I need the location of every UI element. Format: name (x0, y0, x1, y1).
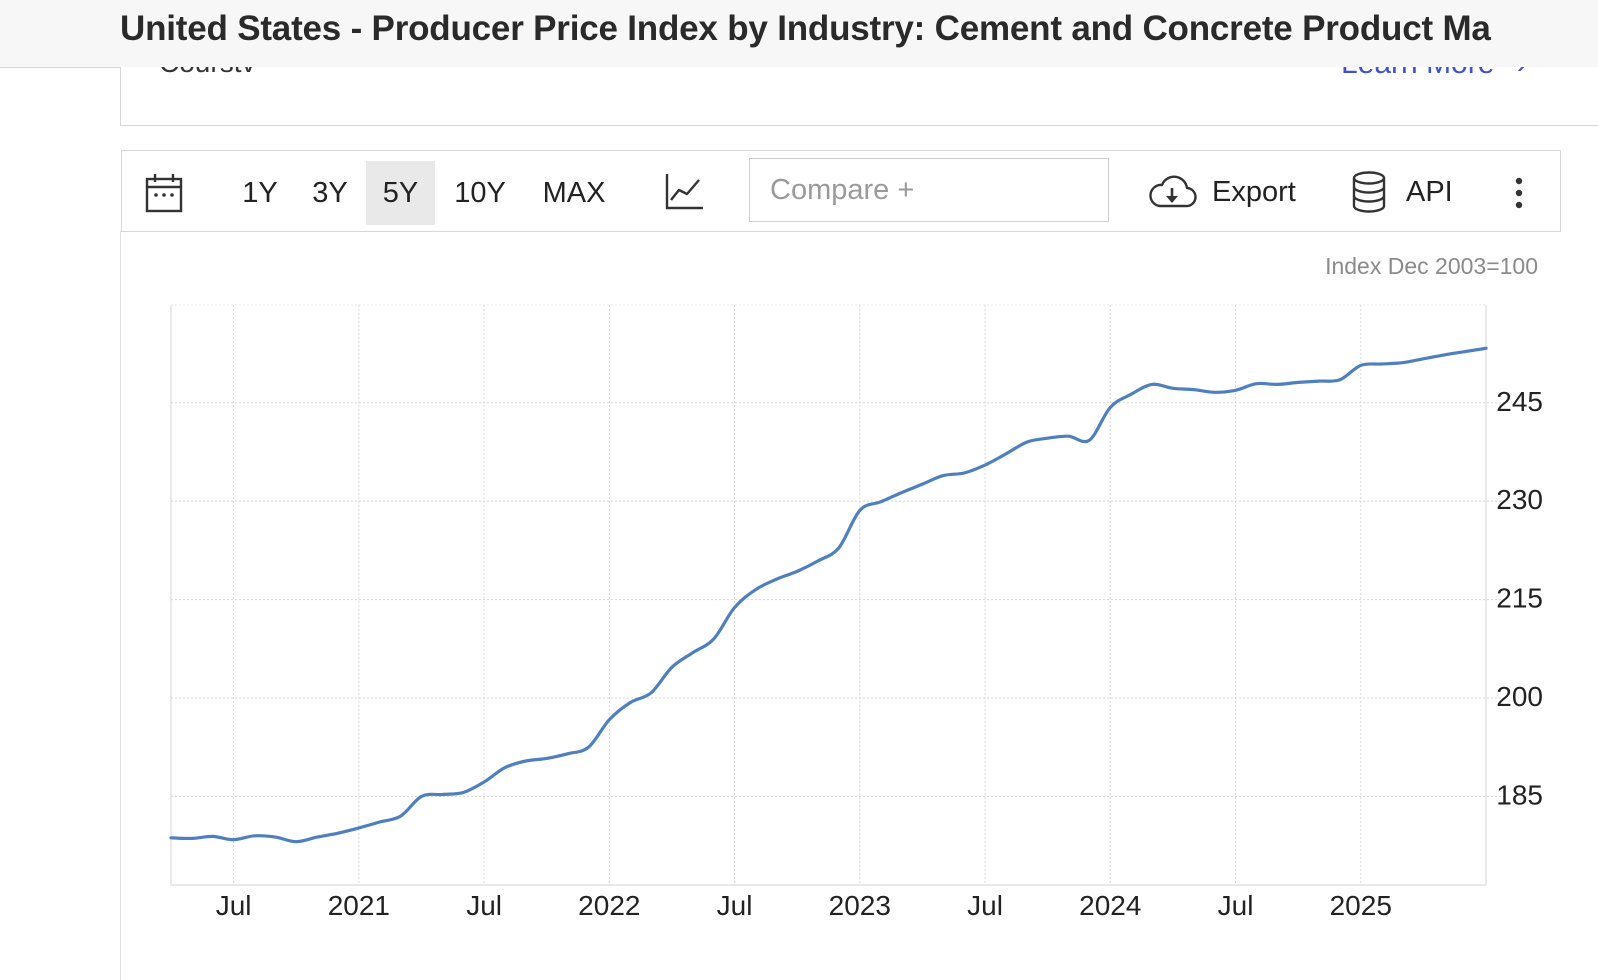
range-1y-button[interactable]: 1Y (242, 176, 278, 209)
y-tick-label: 215 (1496, 583, 1543, 614)
x-tick-label: 2025 (1330, 890, 1392, 921)
cloud-download-icon (1149, 175, 1197, 208)
line-chart: 185 200 215 230 245 Jul 2021 Jul 2022 Jul 2023 Jul 2… (169, 253, 1543, 921)
range-max-button[interactable]: MAX (542, 176, 606, 209)
panel-text: Courstv (159, 67, 255, 79)
y-tick-label: 200 (1496, 681, 1543, 712)
chart-toolbar: 1Y 3Y 5Y 10Y MAX Export API (121, 150, 1561, 232)
x-tick-label: Jul (967, 890, 1003, 921)
x-tick-label: 2024 (1079, 890, 1141, 921)
chart-type-button[interactable] (660, 169, 708, 215)
x-tick-label: Jul (1218, 890, 1254, 921)
line-chart-icon (665, 174, 703, 210)
x-tick-label: Jul (717, 890, 753, 921)
more-vertical-icon (1515, 177, 1523, 209)
page-header: United States - Producer Price Index by … (0, 0, 1598, 68)
y-tick-label: 230 (1496, 484, 1543, 515)
learn-more-link[interactable]: Learn More › (1341, 67, 1527, 81)
compare-input[interactable] (749, 158, 1109, 222)
export-button[interactable]: Export (1146, 165, 1296, 219)
export-label: Export (1212, 175, 1296, 208)
range-5y-button[interactable]: 5Y (366, 161, 435, 225)
calendar-button[interactable] (140, 169, 188, 217)
x-tick-label: Jul (216, 890, 252, 921)
y-tick-label: 185 (1496, 779, 1543, 810)
range-10y-button[interactable]: 10Y (454, 176, 506, 209)
api-label: API (1406, 175, 1453, 208)
api-button[interactable]: API (1350, 165, 1453, 219)
info-panel: Courstv Learn More › (120, 67, 1598, 126)
chevron-right-icon: › (1517, 67, 1527, 80)
calendar-icon (145, 174, 183, 213)
x-tick-label: 2023 (829, 890, 891, 921)
x-tick-label: Jul (466, 890, 502, 921)
x-tick-label: 2021 (328, 890, 390, 921)
y-tick-label: 245 (1496, 386, 1543, 417)
x-tick-label: 2022 (578, 890, 640, 921)
learn-more-label: Learn More (1341, 67, 1494, 80)
range-3y-button[interactable]: 3Y (312, 176, 348, 209)
page-title: United States - Producer Price Index by … (120, 9, 1491, 48)
database-icon (1352, 171, 1386, 213)
series-line (169, 346, 1488, 844)
chart-area: 185 200 215 230 245 Jul 2021 Jul 2022 Jul 2023 Jul 2… (120, 231, 1561, 980)
unit-label: Index Dec 2003=100 (1325, 253, 1538, 279)
more-options-button[interactable] (1504, 171, 1534, 215)
